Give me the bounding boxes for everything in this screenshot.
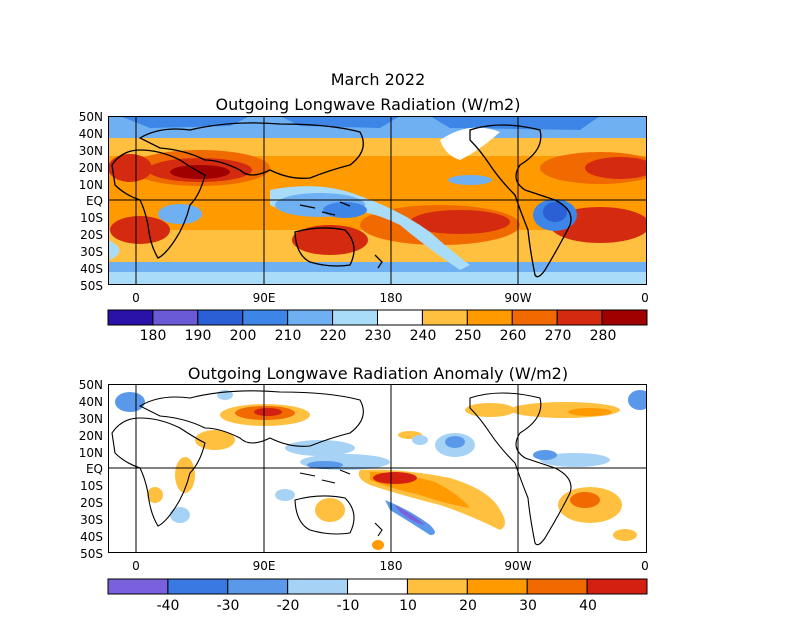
colorbar-swatch bbox=[556, 309, 603, 326]
lat-label: 30N bbox=[79, 144, 103, 158]
figure-title: March 2022 bbox=[331, 70, 426, 89]
lat-label: 40S bbox=[80, 262, 103, 276]
lon-label: 90E bbox=[253, 291, 276, 305]
lat-label: 30S bbox=[80, 513, 103, 527]
colorbar-label: 40 bbox=[579, 598, 597, 614]
colorbar-label: -20 bbox=[277, 598, 300, 614]
lat-label: 50S bbox=[80, 279, 103, 293]
colorbar-swatch bbox=[466, 309, 513, 326]
colorbar-swatch bbox=[421, 309, 468, 326]
lat-label: 50N bbox=[79, 110, 103, 124]
lat-label: 50S bbox=[80, 547, 103, 561]
colorbar-swatch bbox=[107, 309, 154, 326]
colorbar-label: 20 bbox=[459, 598, 477, 614]
lat-label: EQ bbox=[86, 194, 103, 208]
colorbar-swatch bbox=[406, 578, 468, 595]
lat-label: 30N bbox=[79, 412, 103, 426]
olr-lon-labels: 0 90E 180 90W 0 bbox=[132, 291, 649, 305]
lon-label: 0 bbox=[641, 291, 649, 305]
colorbar-swatch bbox=[287, 578, 349, 595]
colorbar-label: -40 bbox=[157, 598, 180, 614]
lon-label: 180 bbox=[380, 291, 403, 305]
lat-label: 10S bbox=[80, 479, 103, 493]
colorbar-swatch bbox=[601, 309, 648, 326]
lon-label: 90W bbox=[504, 291, 531, 305]
colorbar-swatch bbox=[332, 309, 379, 326]
colorbar-label: -10 bbox=[337, 598, 360, 614]
colorbar-label: 190 bbox=[185, 328, 212, 344]
lat-label: 10N bbox=[79, 446, 103, 460]
colorbar-label: 280 bbox=[590, 328, 617, 344]
lon-label: 90E bbox=[253, 559, 276, 573]
anomaly-panel-title: Outgoing Longwave Radiation Anomaly (W/m… bbox=[188, 364, 568, 383]
colorbar-swatch bbox=[167, 578, 229, 595]
lat-label: 40S bbox=[80, 530, 103, 544]
olr-colorbar-labels: 180 190 200 210 220 230 240 250 260 270 … bbox=[140, 328, 617, 344]
lat-label: 40N bbox=[79, 395, 103, 409]
colorbar-swatch bbox=[466, 578, 528, 595]
colorbar-label: 260 bbox=[500, 328, 527, 344]
colorbar-swatch bbox=[152, 309, 199, 326]
colorbar-swatch bbox=[227, 578, 289, 595]
olr-map bbox=[108, 116, 647, 285]
lon-label: 180 bbox=[380, 559, 403, 573]
colorbar-label: 10 bbox=[399, 598, 417, 614]
lat-label: 40N bbox=[79, 127, 103, 141]
colorbar-label: -30 bbox=[217, 598, 240, 614]
lat-label: 30S bbox=[80, 245, 103, 259]
lat-label: 20N bbox=[79, 429, 103, 443]
colorbar-label: 30 bbox=[519, 598, 537, 614]
colorbar-swatch bbox=[511, 309, 558, 326]
colorbar-swatch bbox=[197, 309, 244, 326]
colorbar-label: 200 bbox=[230, 328, 257, 344]
lat-label: 50N bbox=[79, 378, 103, 392]
colorbar-swatch bbox=[526, 578, 588, 595]
colorbar-swatch bbox=[287, 309, 334, 326]
colorbar-swatch bbox=[377, 309, 423, 326]
anomaly-map bbox=[108, 384, 647, 553]
anomaly-lon-labels: 0 90E 180 90W 0 bbox=[132, 559, 649, 573]
lat-label: 20N bbox=[79, 161, 103, 175]
anomaly-lat-labels: 50N 40N 30N 20N 10N EQ 10S 20S 30S 40S 5… bbox=[79, 378, 103, 561]
olr-lat-labels: 50N 40N 30N 20N 10N EQ 10S 20S 30S 40S 5… bbox=[79, 110, 103, 293]
colorbar-swatch bbox=[347, 578, 408, 595]
lon-label: 0 bbox=[132, 291, 140, 305]
anomaly-colorbar bbox=[107, 578, 648, 595]
colorbar-label: 210 bbox=[275, 328, 302, 344]
colorbar-swatch bbox=[242, 309, 289, 326]
colorbar-label: 270 bbox=[545, 328, 572, 344]
colorbar-label: 240 bbox=[410, 328, 437, 344]
colorbar-label: 250 bbox=[455, 328, 482, 344]
lat-label: 10N bbox=[79, 178, 103, 192]
lon-label: 0 bbox=[641, 559, 649, 573]
olr-colorbar bbox=[107, 309, 648, 326]
lon-label: 90W bbox=[504, 559, 531, 573]
anomaly-colorbar-labels: -40 -30 -20 -10 10 20 30 40 bbox=[157, 598, 597, 614]
lat-label: 10S bbox=[80, 211, 103, 225]
colorbar-label: 180 bbox=[140, 328, 167, 344]
lat-label: EQ bbox=[86, 462, 103, 476]
colorbar-swatch bbox=[586, 578, 648, 595]
colorbar-label: 230 bbox=[365, 328, 392, 344]
colorbar-label: 220 bbox=[320, 328, 347, 344]
lat-label: 20S bbox=[80, 228, 103, 242]
lat-label: 20S bbox=[80, 496, 103, 510]
olr-panel-title: Outgoing Longwave Radiation (W/m2) bbox=[216, 95, 521, 114]
colorbar-swatch bbox=[107, 578, 169, 595]
lon-label: 0 bbox=[132, 559, 140, 573]
